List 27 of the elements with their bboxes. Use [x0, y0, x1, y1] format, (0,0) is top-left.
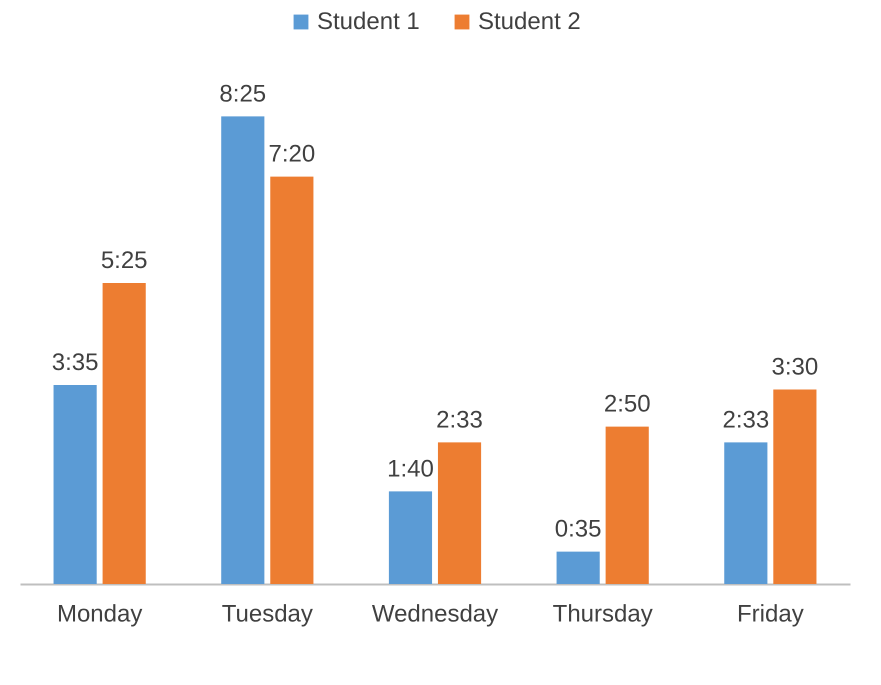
bar	[773, 390, 816, 584]
x-tick-label: Monday	[56, 600, 142, 628]
bar	[221, 116, 264, 584]
bar	[606, 426, 649, 584]
x-tick-label: Thursday	[552, 600, 653, 628]
data-label: 7:20	[268, 140, 316, 168]
bar	[724, 442, 768, 584]
data-label: 2:50	[604, 390, 651, 418]
x-tick-label: Wednesday	[372, 600, 498, 628]
data-label: 2:33	[722, 406, 770, 434]
data-label: 3:35	[52, 348, 98, 376]
x-tick-label: Friday	[737, 600, 804, 628]
bar	[270, 176, 314, 584]
data-label: 5:25	[100, 247, 148, 274]
bar	[438, 442, 482, 584]
bar	[102, 283, 146, 584]
data-label: 0:35	[554, 516, 602, 543]
legend-label: Student 1	[317, 8, 420, 35]
data-label: 2:33	[436, 406, 483, 434]
bar	[388, 491, 432, 584]
data-label: 3:30	[772, 354, 818, 381]
data-label: 8:25	[219, 80, 266, 108]
bar	[556, 552, 600, 584]
x-tick-label: Tuesday	[222, 600, 313, 628]
legend-label: Student 2	[478, 8, 581, 35]
data-label: 1:40	[387, 455, 434, 482]
bar	[54, 384, 97, 584]
